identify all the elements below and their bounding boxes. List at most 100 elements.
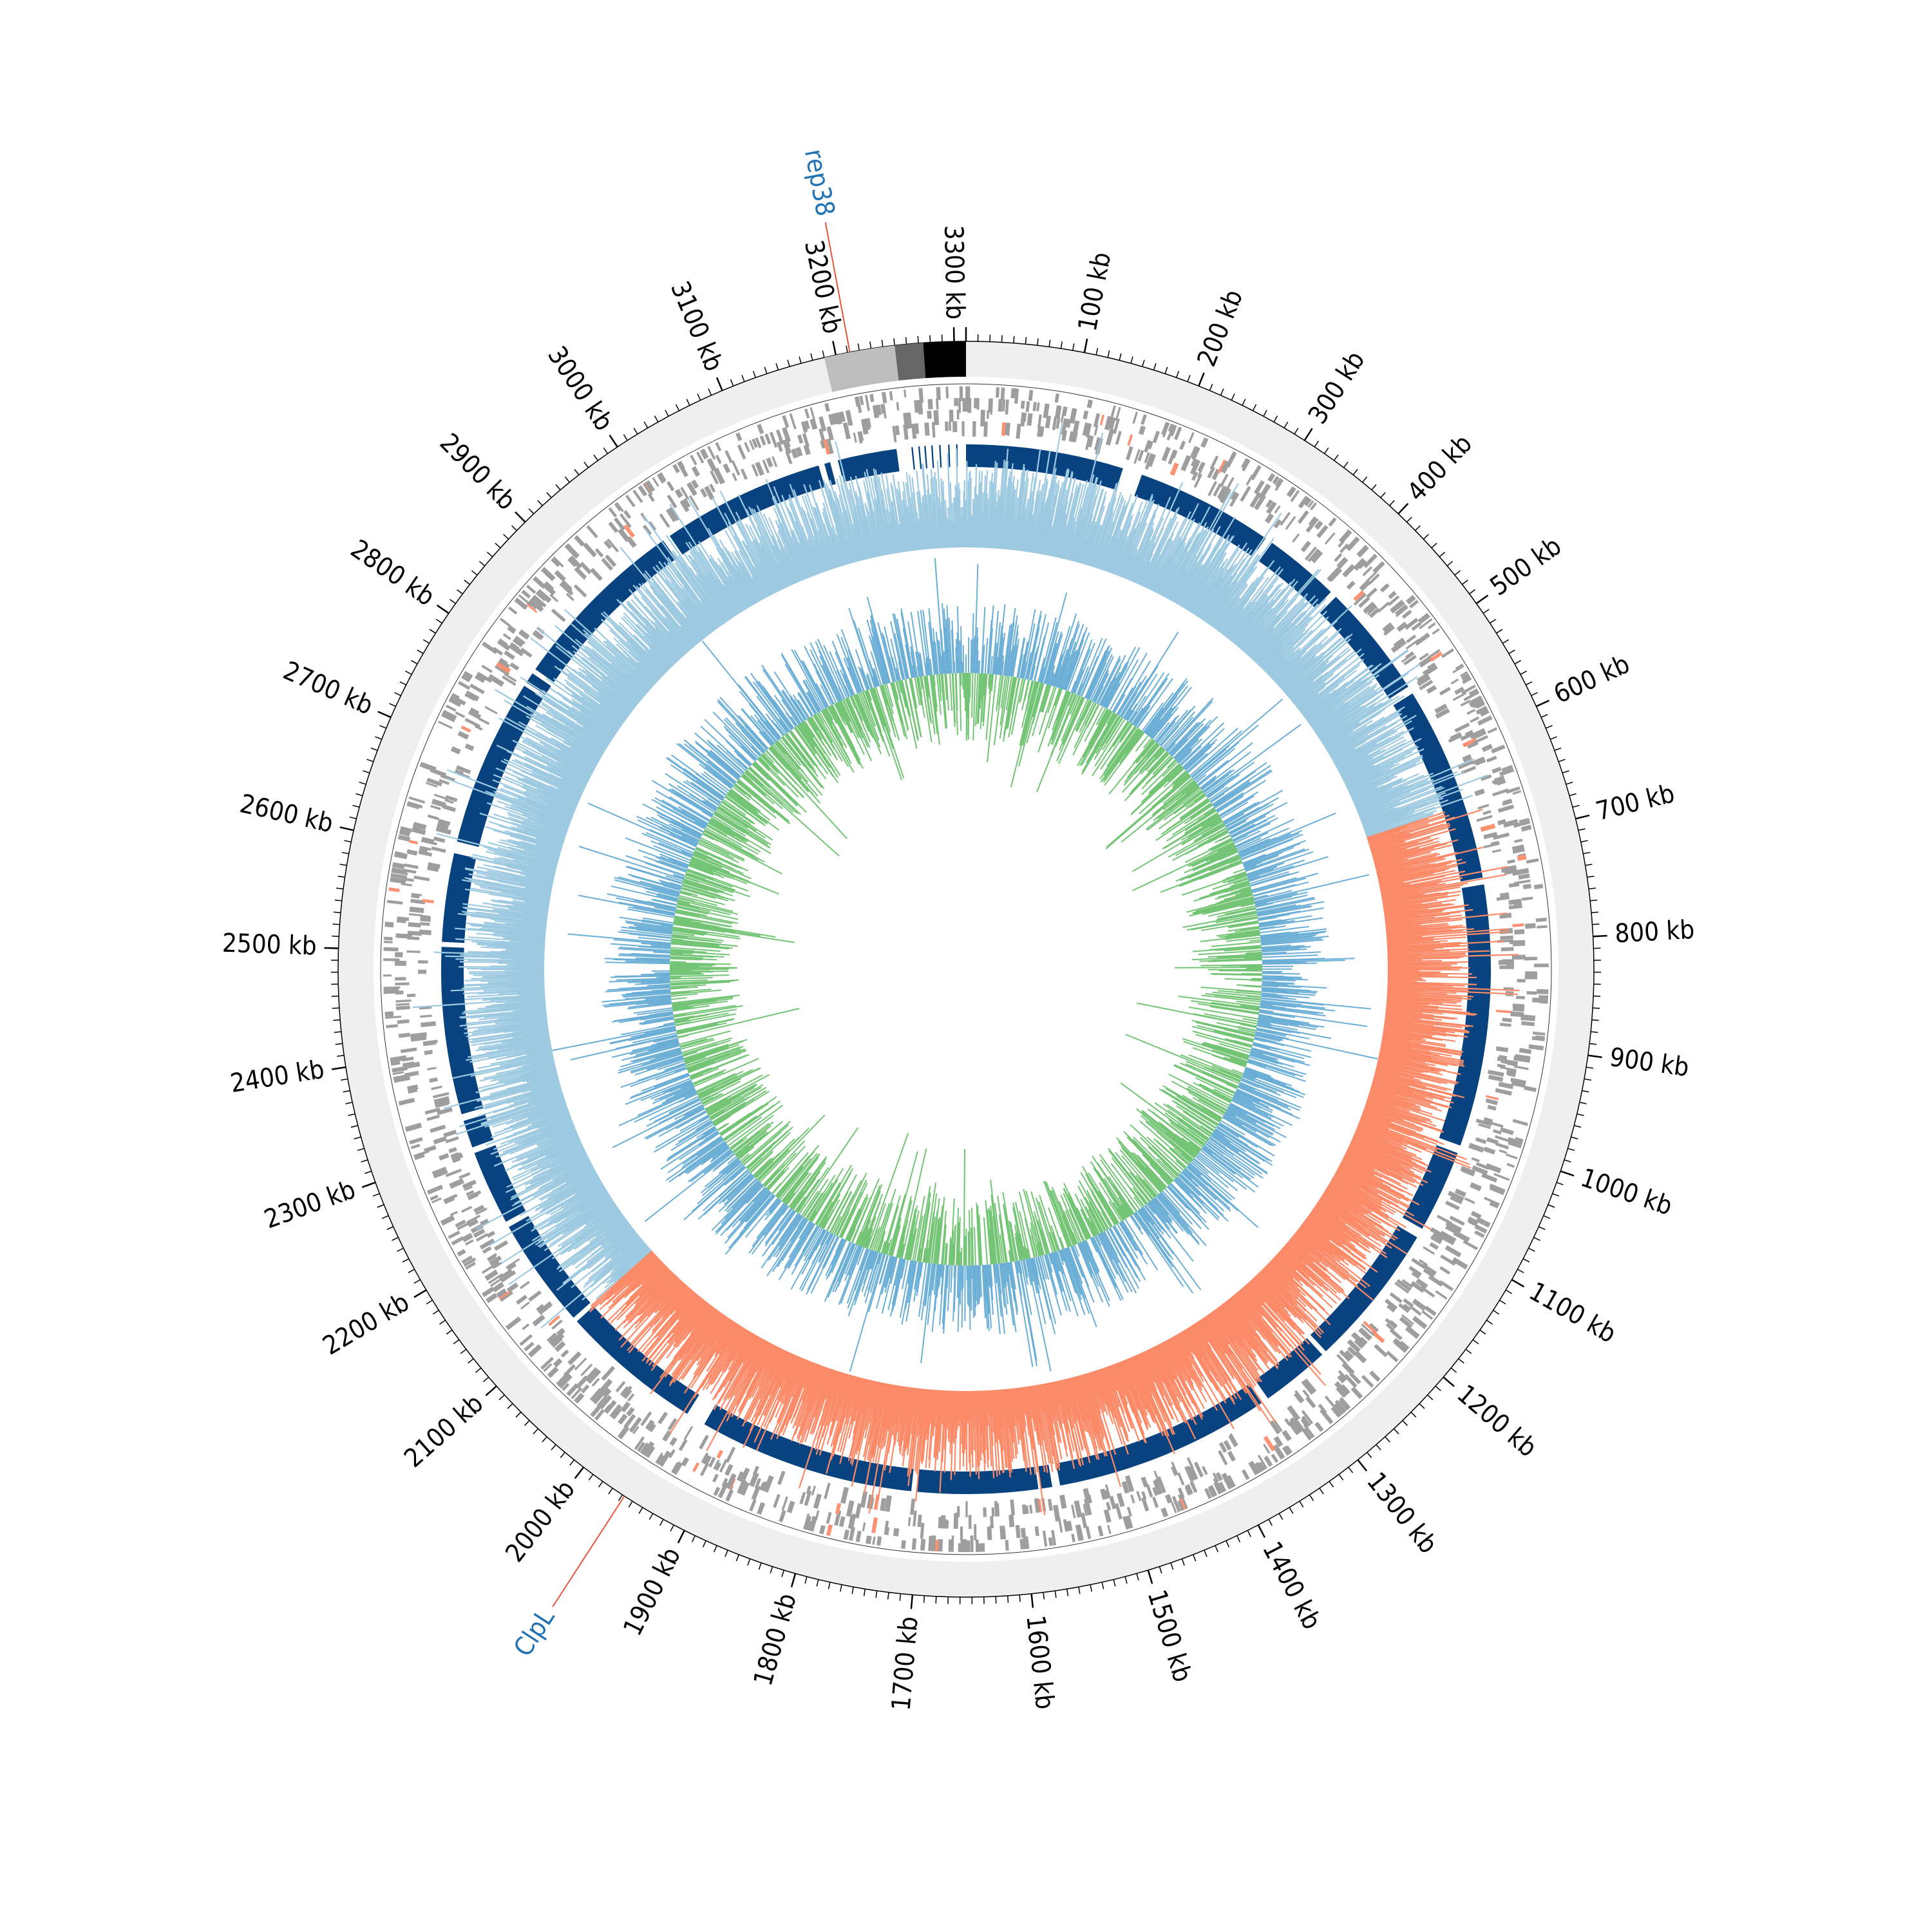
feature-tick bbox=[1066, 1520, 1073, 1531]
feature-tick bbox=[1241, 1469, 1250, 1481]
gc-skew-bar bbox=[1386, 924, 1463, 933]
feature-tick bbox=[383, 940, 393, 943]
gc-skew-bar bbox=[1380, 1047, 1464, 1065]
feature-tick bbox=[591, 1378, 600, 1387]
gc-skew-bar bbox=[1280, 1249, 1322, 1287]
feature-tick bbox=[445, 705, 457, 712]
feature-tick bbox=[762, 459, 770, 474]
gc-skew-bar bbox=[1261, 649, 1282, 669]
feature-tick bbox=[1485, 1095, 1499, 1101]
gc-skew-bar bbox=[1386, 1004, 1424, 1009]
gc-skew-bar bbox=[1387, 961, 1412, 963]
gc-skew-bar bbox=[1037, 488, 1051, 554]
gc-skew-bar bbox=[1177, 564, 1202, 605]
feature-tick bbox=[448, 1147, 457, 1153]
feature-tick bbox=[408, 796, 425, 804]
feature-tick bbox=[1324, 532, 1336, 545]
feature-tick bbox=[1411, 621, 1422, 631]
feature-tick bbox=[648, 521, 657, 531]
gc-skew-bar bbox=[1387, 978, 1410, 981]
gc-skew-bar bbox=[1387, 960, 1422, 962]
gc-skew-bar bbox=[1004, 463, 1014, 549]
gc-skew-bar bbox=[1363, 1108, 1387, 1118]
feature-tick bbox=[1416, 672, 1429, 683]
gc-skew-bar bbox=[1245, 1284, 1305, 1351]
gc-skew-bar bbox=[1009, 506, 1016, 550]
gc-skew-bar bbox=[1217, 1307, 1258, 1362]
gc-skew-bar bbox=[1236, 588, 1285, 647]
gc-skew-bar bbox=[1323, 1191, 1398, 1240]
feature-tick bbox=[1218, 1481, 1227, 1493]
feature-tick bbox=[590, 567, 603, 582]
gc-skew-bar bbox=[1134, 517, 1164, 583]
feature-tick bbox=[499, 618, 511, 628]
gc-skew-bar bbox=[1318, 1199, 1365, 1230]
gc-skew-bar bbox=[1356, 1127, 1403, 1147]
feature-tick bbox=[1019, 1539, 1026, 1550]
gc-skew-bar bbox=[988, 482, 994, 549]
gc-skew-bar bbox=[1314, 711, 1347, 734]
feature-tick bbox=[1358, 596, 1370, 608]
gc-skew-bar bbox=[1140, 518, 1172, 586]
gc-skew-bar bbox=[1296, 674, 1340, 708]
feature-tick bbox=[1188, 1465, 1198, 1481]
gc-skew-bar bbox=[1278, 661, 1306, 687]
gc-skew-bar bbox=[1361, 807, 1399, 822]
feature-tick bbox=[828, 413, 836, 426]
feature-tick bbox=[1342, 564, 1356, 578]
outer-ring-segment bbox=[895, 343, 926, 381]
gc-skew-bar bbox=[1007, 486, 1015, 550]
gc-skew-bar bbox=[1096, 521, 1113, 569]
feature-tick bbox=[810, 418, 818, 430]
feature-tick bbox=[1065, 419, 1072, 428]
gc-skew-bar bbox=[1343, 764, 1376, 782]
gc-skew-bar bbox=[1383, 902, 1443, 913]
gc-skew-bar bbox=[1223, 1302, 1269, 1362]
feature-tick bbox=[445, 1168, 462, 1177]
gc-skew-bar bbox=[1347, 768, 1390, 790]
feature-tick bbox=[397, 1019, 410, 1024]
feature-tick bbox=[1307, 548, 1320, 562]
feature-tick bbox=[1489, 1200, 1500, 1209]
gc-skew-bar bbox=[1385, 918, 1409, 923]
gc-skew-bar bbox=[1281, 652, 1324, 690]
feature-tick bbox=[1533, 884, 1544, 889]
gc-skew-bar bbox=[1311, 1210, 1371, 1253]
gc-skew-bar bbox=[1303, 1221, 1330, 1242]
gc-skew-bar bbox=[1014, 467, 1026, 551]
gc-skew-bar bbox=[1273, 650, 1307, 682]
gc-skew-bar bbox=[1141, 538, 1164, 586]
gc-skew-bar bbox=[1208, 582, 1238, 625]
feature-tick bbox=[913, 1510, 917, 1527]
gc-skew-bar bbox=[1093, 498, 1117, 568]
feature-tick bbox=[1301, 1410, 1314, 1425]
feature-tick bbox=[1166, 424, 1175, 440]
gc-skew-bar bbox=[1148, 565, 1161, 590]
feature-tick bbox=[886, 1527, 890, 1535]
gc-skew-bar bbox=[1292, 650, 1356, 703]
gc-skew-bar bbox=[1218, 1306, 1257, 1358]
synteny-fragment bbox=[911, 447, 915, 470]
feature-tick bbox=[601, 558, 614, 571]
feature-tick bbox=[608, 521, 619, 533]
gc-skew-bar bbox=[1072, 516, 1086, 562]
gc-skew-bar bbox=[1367, 1099, 1408, 1114]
feature-tick bbox=[862, 1522, 866, 1531]
feature-tick bbox=[645, 1419, 655, 1431]
gc-skew-bar bbox=[1387, 962, 1439, 965]
feature-tick bbox=[1372, 561, 1385, 574]
gc-skew-bar bbox=[1365, 825, 1389, 835]
gc-skew-bar bbox=[1362, 802, 1427, 827]
gc-skew-bar bbox=[1311, 686, 1370, 728]
gc-skew-bar bbox=[1387, 934, 1416, 938]
feature-tick bbox=[803, 1513, 810, 1530]
feature-tick bbox=[1339, 543, 1349, 554]
feature-tick bbox=[1110, 405, 1116, 420]
gc-skew-bar bbox=[978, 481, 982, 548]
gc-skew-bar bbox=[1298, 675, 1345, 712]
feature-tick bbox=[1428, 1274, 1443, 1287]
feature-tick bbox=[386, 1024, 398, 1028]
gc-skew-bar bbox=[1387, 936, 1466, 943]
gc-skew-bar bbox=[1387, 993, 1472, 1000]
gc-skew-bar bbox=[1297, 694, 1317, 710]
